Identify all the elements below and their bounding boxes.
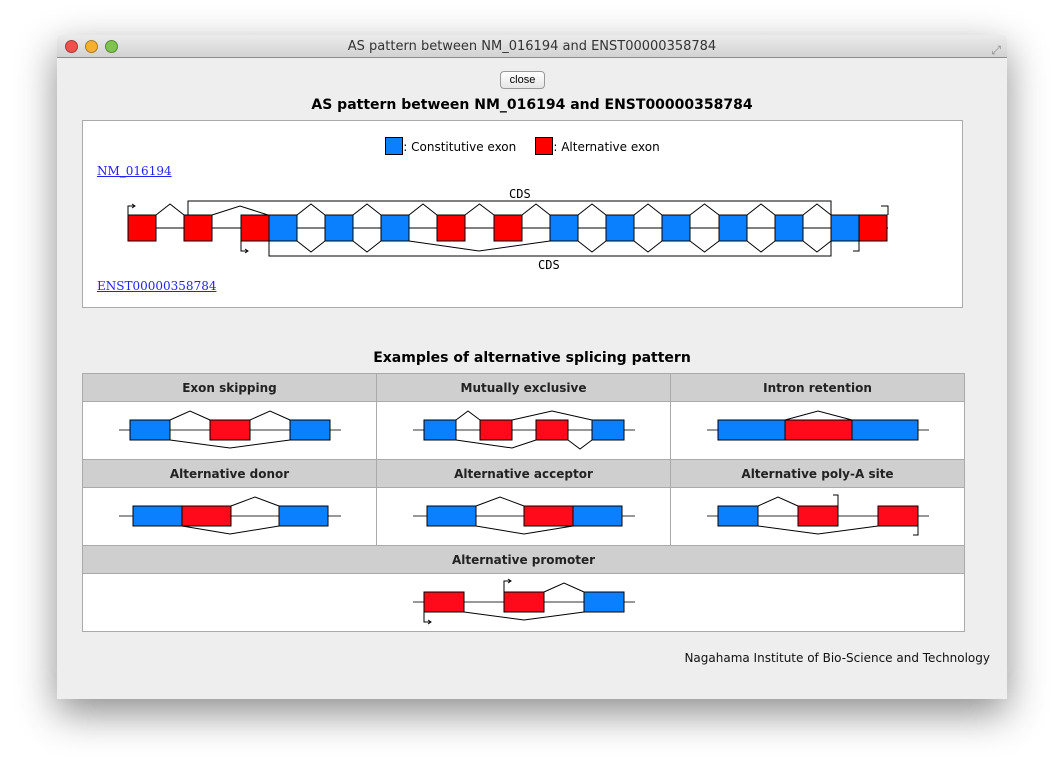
constitutive-exon <box>830 214 860 242</box>
top-junction <box>296 203 326 216</box>
example-header: Alternative poly-A site <box>670 459 965 488</box>
constitutive-exon <box>324 214 354 242</box>
top-junction <box>577 203 607 216</box>
alternative-exon <box>127 214 157 242</box>
tss-arrow-bottom <box>240 241 247 252</box>
mutually-exclusive-diagram <box>413 409 635 450</box>
legend-constitutive: : Constitutive exon <box>403 140 517 154</box>
bottom-junction <box>296 240 326 253</box>
polya-bracket-top <box>881 205 889 215</box>
bottom-junction <box>802 240 832 253</box>
alternative-exon <box>858 214 888 242</box>
bottom-junction <box>352 240 382 253</box>
as-pattern-panel: : Constitutive exon : Alternative exon N… <box>82 120 963 308</box>
example-header: Mutually exclusive <box>376 373 671 402</box>
alternative-donor-diagram <box>119 495 341 535</box>
top-junction <box>802 203 832 216</box>
transcript-link-top[interactable]: NM_016194 <box>97 164 172 178</box>
example-header: Alternative donor <box>82 459 377 488</box>
top-junction <box>746 203 776 216</box>
close-window-icon[interactable] <box>65 40 78 53</box>
bottom-junction <box>689 240 720 253</box>
constitutive-swatch <box>385 137 404 155</box>
top-junction <box>408 203 438 216</box>
legend-alternative: : Alternative exon <box>553 140 660 154</box>
tss-arrow-top <box>127 205 134 215</box>
alternative-exon <box>436 214 466 242</box>
constitutive-exon <box>774 214 804 242</box>
alternative-exon <box>493 214 523 242</box>
example-header: Alternative acceptor <box>376 459 671 488</box>
splicing-diagram: CDS CDS <box>127 187 889 272</box>
constitutive-exon <box>605 214 635 242</box>
alternative-acceptor-diagram <box>413 495 635 535</box>
top-junction <box>521 203 551 216</box>
dialog-window: AS pattern between NM_016194 and ENST000… <box>57 35 1007 699</box>
constitutive-exon <box>268 214 298 242</box>
exon-skipping-diagram <box>119 409 341 449</box>
bottom-junction <box>746 240 776 253</box>
footer-credit: Nagahama Institute of Bio-Science and Te… <box>684 651 990 665</box>
constitutive-exon <box>661 214 691 242</box>
top-junction <box>689 203 720 216</box>
examples-table: Exon skipping Mutually exclusive Intron re… <box>82 373 965 632</box>
alternative-polya-diagram <box>707 494 929 535</box>
examples-title: Examples of alternative splicing pattern <box>373 350 691 366</box>
transcript-link-bottom[interactable]: ENST00000358784 <box>97 279 217 293</box>
example-header: Alternative promoter <box>82 545 965 574</box>
example-header: Exon skipping <box>82 373 377 402</box>
close-button[interactable]: close <box>500 71 545 89</box>
constitutive-exon <box>718 214 748 242</box>
top-junction <box>211 205 269 216</box>
constitutive-exon <box>549 214 579 242</box>
alternative-promoter-diagram <box>413 578 635 624</box>
top-junction <box>352 203 382 216</box>
title-bar: AS pattern between NM_016194 and ENST000… <box>57 35 1007 58</box>
cds-label-bottom: CDS <box>538 258 560 272</box>
example-header: Intron retention <box>670 373 965 402</box>
window-title: AS pattern between NM_016194 and ENST000… <box>347 39 717 54</box>
minimize-window-icon[interactable] <box>85 40 98 53</box>
top-junction <box>155 203 185 216</box>
bottom-junction <box>577 240 607 253</box>
bottom-junction <box>408 240 551 252</box>
page-title: AS pattern between NM_016194 and ENST000… <box>311 97 753 113</box>
alternative-exon <box>240 214 270 242</box>
fullscreen-icon[interactable]: ⤢ <box>991 43 1001 57</box>
top-junction <box>633 203 663 216</box>
zoom-window-icon[interactable] <box>105 40 118 53</box>
polya-bracket-bottom <box>853 241 860 252</box>
legend: : Constitutive exon : Alternative exon <box>83 137 962 155</box>
constitutive-exon <box>380 214 410 242</box>
top-junction <box>464 203 495 216</box>
cds-box-top <box>187 200 832 215</box>
alternative-exon <box>183 214 213 242</box>
cds-box-bottom <box>268 241 832 257</box>
cds-label-top: CDS <box>509 187 531 201</box>
intron-retention-diagram <box>707 409 929 440</box>
bottom-junction <box>633 240 663 253</box>
alternative-swatch <box>535 137 554 155</box>
